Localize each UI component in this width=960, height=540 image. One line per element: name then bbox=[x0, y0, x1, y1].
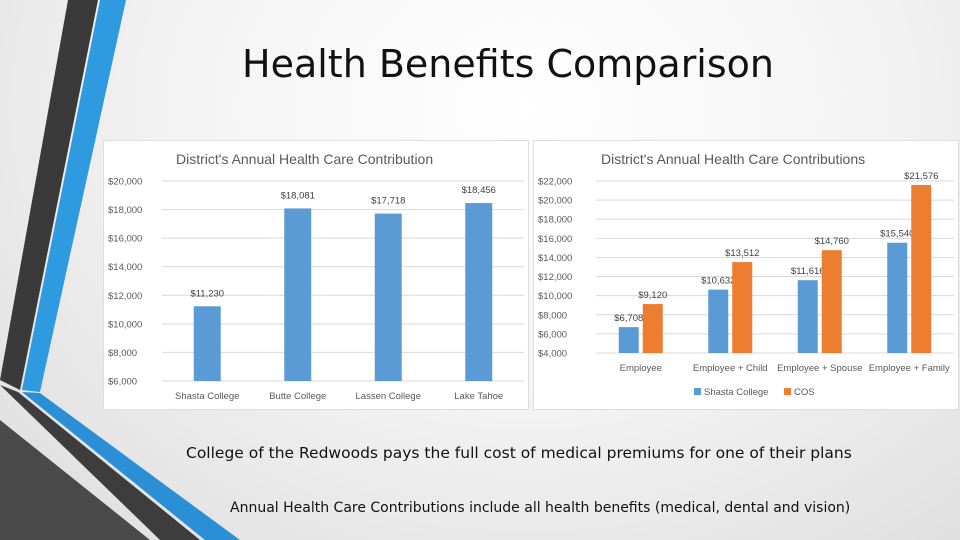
blue-stripe-bottom bbox=[22, 392, 240, 540]
chart-colleges: District's Annual Health Care Contributi… bbox=[108, 151, 524, 402]
y-tick-label: $4,000 bbox=[538, 349, 567, 360]
y-tick-label: $20,000 bbox=[108, 177, 142, 188]
y-tick-label: $16,000 bbox=[538, 234, 572, 245]
page-title: Health Benefits Comparison bbox=[242, 42, 774, 86]
chart-colleges-panel: District's Annual Health Care Contributi… bbox=[103, 140, 529, 410]
bar-shasta-college bbox=[887, 242, 908, 353]
y-tick-label: $6,000 bbox=[108, 377, 137, 388]
y-tick-label: $14,000 bbox=[108, 262, 142, 273]
bar-cos bbox=[821, 250, 842, 353]
data-label: $11,616 bbox=[791, 266, 825, 277]
y-tick-label: $18,000 bbox=[108, 205, 142, 216]
y-tick-label: $14,000 bbox=[538, 253, 572, 264]
y-tick-label: $20,000 bbox=[538, 196, 572, 207]
x-tick-label: Employee + Spouse bbox=[777, 363, 862, 374]
x-tick-label: Lassen College bbox=[356, 391, 422, 402]
chart-coverage-panel: District's Annual Health Care Contributi… bbox=[533, 140, 959, 410]
legend-swatch bbox=[784, 388, 791, 395]
bar-cos bbox=[732, 262, 753, 353]
dark-stripe-top bbox=[0, 0, 98, 390]
bar-cos bbox=[642, 304, 663, 353]
y-tick-label: $22,000 bbox=[538, 177, 572, 188]
bar-contribution bbox=[284, 208, 312, 381]
bar-cos bbox=[911, 185, 932, 353]
y-tick-label: $12,000 bbox=[108, 291, 142, 302]
x-tick-label: Lake Tahoe bbox=[454, 391, 503, 402]
legend-swatch bbox=[694, 388, 701, 395]
data-label: $6,708 bbox=[614, 313, 643, 324]
y-tick-label: $16,000 bbox=[108, 234, 142, 245]
data-label: $10,632 bbox=[701, 276, 735, 287]
legend-label: Shasta College bbox=[704, 387, 768, 398]
legend-label: COS bbox=[794, 387, 815, 398]
data-label: $15,540 bbox=[880, 229, 914, 240]
bar-contribution bbox=[193, 306, 221, 381]
y-tick-label: $8,000 bbox=[108, 348, 137, 359]
y-tick-label: $8,000 bbox=[538, 310, 567, 321]
chart-title: District's Annual Health Care Contributi… bbox=[176, 151, 433, 167]
bar-contribution bbox=[374, 213, 402, 381]
y-tick-label: $10,000 bbox=[538, 291, 572, 302]
data-label: $18,456 bbox=[462, 185, 496, 196]
y-tick-label: $6,000 bbox=[538, 329, 567, 340]
data-label: $14,760 bbox=[815, 236, 849, 247]
y-tick-label: $10,000 bbox=[108, 319, 142, 330]
dark-stripe-bottom bbox=[0, 385, 200, 540]
x-tick-label: Employee bbox=[620, 363, 662, 374]
data-label: $21,576 bbox=[904, 171, 938, 182]
note-redwoods: College of the Redwoods pays the full co… bbox=[186, 444, 852, 462]
dark-corner bbox=[0, 420, 150, 540]
bar-contribution bbox=[465, 203, 493, 381]
x-tick-label: Shasta College bbox=[175, 391, 239, 402]
x-tick-label: Employee + Family bbox=[869, 363, 950, 374]
data-label: $17,718 bbox=[371, 196, 405, 207]
chart-title: District's Annual Health Care Contributi… bbox=[601, 151, 865, 167]
bar-shasta-college bbox=[708, 289, 729, 353]
blue-stripe-top bbox=[22, 0, 126, 392]
note-contributions: Annual Health Care Contributions include… bbox=[230, 500, 851, 516]
data-label: $13,512 bbox=[725, 248, 759, 259]
x-tick-label: Butte College bbox=[269, 391, 326, 402]
bar-shasta-college bbox=[618, 327, 639, 353]
y-tick-label: $18,000 bbox=[538, 215, 572, 226]
bar-shasta-college bbox=[797, 280, 818, 353]
data-label: $11,230 bbox=[190, 288, 224, 299]
data-label: $18,081 bbox=[281, 190, 315, 201]
y-tick-label: $12,000 bbox=[538, 272, 572, 283]
chart-coverage: District's Annual Health Care Contributi… bbox=[538, 151, 954, 398]
data-label: $9,120 bbox=[638, 290, 667, 301]
x-tick-label: Employee + Child bbox=[693, 363, 768, 374]
